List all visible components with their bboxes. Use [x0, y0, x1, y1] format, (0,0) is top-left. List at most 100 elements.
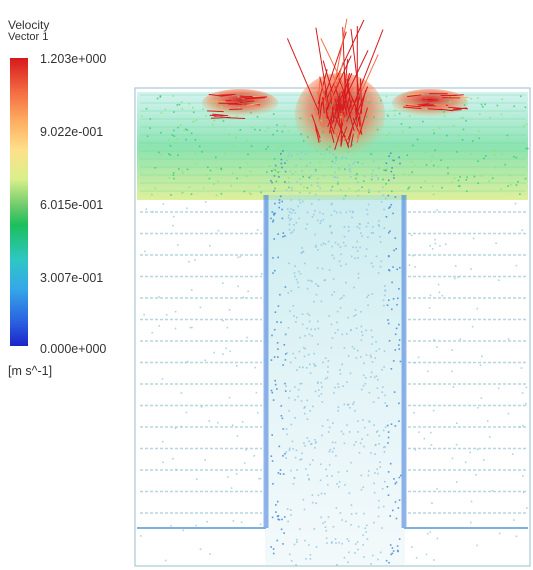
vector-point: [274, 164, 277, 167]
vector-point: [299, 201, 302, 204]
vector-point: [337, 383, 339, 385]
vector-point: [304, 335, 306, 337]
vector-point: [235, 137, 237, 140]
vector-point: [372, 401, 375, 403]
vector-point: [271, 211, 274, 213]
vector-point: [320, 382, 323, 384]
vector-point: [304, 412, 306, 415]
vector-point: [221, 106, 223, 109]
vector-point: [282, 455, 284, 457]
vector-point: [177, 154, 179, 156]
jet-vector: [329, 106, 334, 134]
vector-point: [164, 559, 167, 562]
vector-point: [337, 471, 340, 473]
vector-point: [332, 153, 335, 156]
vector-point: [333, 392, 335, 394]
vector-point: [341, 157, 343, 159]
vector-point: [519, 193, 521, 195]
vector-point: [389, 462, 392, 465]
vector-point: [276, 500, 279, 503]
vector-point: [370, 153, 373, 155]
vector-point: [349, 167, 351, 170]
inlet-vector: [207, 110, 224, 113]
vector-point: [372, 232, 375, 234]
vector-point: [413, 164, 416, 166]
vector-point: [287, 327, 290, 329]
vector-point: [476, 544, 478, 547]
vector-point: [141, 115, 143, 117]
vector-point: [382, 299, 385, 302]
vector-point: [408, 115, 411, 117]
vector-point: [296, 316, 298, 319]
legend-subtitle: Vector 1: [8, 31, 49, 43]
vector-point: [451, 370, 453, 373]
vector-point: [304, 347, 307, 350]
vector-point: [377, 378, 379, 381]
inlet-vector: [210, 116, 231, 119]
vector-point: [250, 126, 253, 129]
vector-point: [370, 178, 373, 181]
vector-point: [477, 406, 479, 409]
jet-vector: [311, 114, 321, 139]
vector-point: [383, 169, 385, 171]
vector-point: [330, 214, 333, 217]
vector-point: [327, 360, 330, 362]
vector-point: [301, 151, 303, 154]
vector-point: [339, 369, 341, 371]
vector-point: [299, 192, 301, 194]
vector-point: [302, 366, 304, 369]
vector-point: [347, 230, 350, 232]
vector-point: [335, 159, 337, 161]
vector-point: [217, 229, 220, 232]
vector-point: [466, 176, 468, 179]
vector-point: [378, 348, 381, 350]
vector-point: [195, 524, 197, 527]
vector-point: [170, 525, 172, 527]
vector-point: [434, 238, 436, 241]
vector-point: [504, 163, 506, 166]
jet-vector: [352, 117, 360, 133]
vector-point: [347, 561, 349, 564]
vector-point: [351, 143, 353, 146]
vector-point: [420, 186, 422, 189]
vector-point: [393, 391, 396, 393]
vector-point: [432, 409, 435, 412]
vector-point: [281, 130, 284, 133]
vector-point: [291, 231, 294, 233]
jet-vector: [322, 115, 325, 128]
vector-point: [260, 273, 263, 275]
vector-point: [408, 264, 411, 266]
vector-point: [186, 207, 188, 210]
vector-point: [311, 335, 313, 337]
vector-point: [280, 153, 282, 155]
vector-point: [299, 178, 301, 180]
vector-point: [303, 355, 306, 358]
vector-point: [313, 528, 316, 530]
vector-point: [475, 135, 478, 137]
vector-point: [317, 381, 319, 383]
vector-point: [430, 160, 432, 162]
vector-point: [348, 492, 351, 494]
vector-point: [290, 469, 292, 472]
vector-point: [394, 501, 397, 503]
vector-point: [322, 522, 324, 525]
vector-point: [293, 272, 296, 274]
vector-point: [378, 499, 380, 502]
vector-point: [158, 325, 160, 327]
vector-point: [333, 291, 336, 293]
vector-point: [333, 210, 336, 212]
vector-point: [369, 354, 372, 357]
vector-point: [336, 177, 339, 179]
vector-point: [310, 328, 312, 331]
vector-point: [159, 96, 162, 98]
vector-point: [353, 315, 355, 317]
jet-vector: [330, 93, 335, 122]
vector-point: [173, 129, 175, 132]
vector-point: [395, 517, 398, 520]
vector-point: [282, 473, 285, 475]
inlet-vector: [449, 109, 462, 111]
jet-vector: [286, 38, 320, 113]
vector-point: [289, 509, 292, 511]
vector-point: [173, 135, 176, 137]
vector-point: [346, 381, 348, 383]
